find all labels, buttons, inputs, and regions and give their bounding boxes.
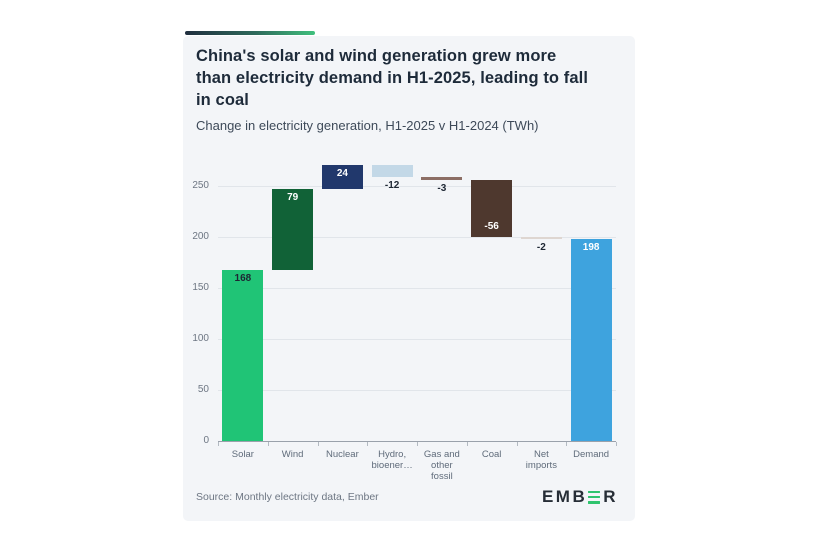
gridline-100: [218, 339, 616, 340]
x-axis-tick: [566, 442, 568, 446]
x-axis-tick: [267, 442, 269, 446]
waterfall-chart: 0 50 100 150 200 250 168 Solar 79 Wind 24 Nuclear -1…: [183, 145, 635, 490]
accent-gradient-bar: [185, 31, 315, 35]
ember-logo-text-emb: EMB: [541, 487, 588, 506]
y-axis-tick-label-250: 250: [192, 180, 209, 191]
bar-demand[interactable]: [570, 239, 612, 441]
x-axis-tick: [218, 442, 219, 446]
bar-coal[interactable]: [471, 179, 513, 237]
ember-logo: EMB R: [542, 487, 618, 507]
x-axis-label-coal: Coal: [481, 449, 502, 460]
x-axis-label-wind: Wind: [281, 449, 304, 460]
chart-title-line: China's solar and wind generation grew m…: [196, 47, 557, 65]
bar-value-wind: 79: [287, 192, 299, 204]
chart-subtitle: Change in electricity generation, H1-202…: [196, 118, 539, 133]
x-axis-tick: [516, 442, 518, 446]
y-axis-tick-label-0: 0: [203, 435, 209, 446]
x-axis-label-nuclear: Nuclear: [326, 449, 359, 460]
bar-wind[interactable]: [272, 189, 314, 270]
gridline-150: [218, 288, 616, 289]
bar-gas-and-other-fossil[interactable]: [421, 176, 463, 180]
x-axis-tick: [417, 442, 418, 446]
ember-logo-text-r: R: [603, 487, 618, 506]
gridline-200: [218, 237, 616, 238]
bar-value-net-imports: -2: [536, 242, 546, 254]
gridline-50: [218, 390, 616, 391]
ember-logo-e-bars-icon: [588, 490, 601, 504]
bar-net-imports[interactable]: [520, 237, 562, 240]
y-axis-tick-label-150: 150: [192, 282, 209, 293]
bar-value-hydro-bioener: -12: [384, 179, 400, 191]
y-axis-tick-label-100: 100: [192, 333, 209, 344]
bar-solar[interactable]: [222, 269, 264, 441]
chart-title-line: than electricity demand in H1-2025, lead…: [196, 69, 589, 87]
chart-card: China's solar and wind generation grew m…: [183, 31, 635, 521]
bar-value-nuclear: 24: [336, 167, 348, 179]
chart-title: China's solar and wind generation grew m…: [196, 45, 626, 111]
x-axis-label-gas-and-other-fossil: Gas and other fossil: [423, 449, 460, 482]
x-axis-label-solar: Solar: [231, 449, 254, 460]
bar-value-coal: -56: [484, 221, 499, 232]
x-axis-tick: [367, 442, 369, 446]
bar-nuclear[interactable]: [321, 164, 363, 190]
x-axis-tick: [466, 442, 468, 446]
x-axis-tick: [616, 442, 617, 446]
x-axis-tick: [317, 442, 319, 446]
gridline-250: [218, 186, 616, 187]
gridline-0: [218, 441, 616, 442]
x-axis-label-demand: Demand: [573, 449, 610, 460]
y-axis-tick-label-50: 50: [197, 384, 209, 395]
x-axis-label-net-imports: Net imports: [525, 449, 557, 471]
source-text: Source: Monthly electricity data, Ember: [196, 491, 379, 503]
bar-value-demand: 198: [582, 242, 600, 254]
chart-title-line: in coal: [196, 91, 249, 109]
bar-value-solar: 168: [234, 272, 252, 284]
y-axis-tick-label-200: 200: [192, 231, 209, 242]
bar-hydro-bioener[interactable]: [371, 164, 413, 177]
x-axis-label-hydro-bioener: Hydro, bioener…: [371, 449, 413, 471]
bar-value-gas-and-other-fossil: -3: [437, 182, 447, 194]
card-footer: Source: Monthly electricity data, Ember …: [196, 486, 618, 508]
